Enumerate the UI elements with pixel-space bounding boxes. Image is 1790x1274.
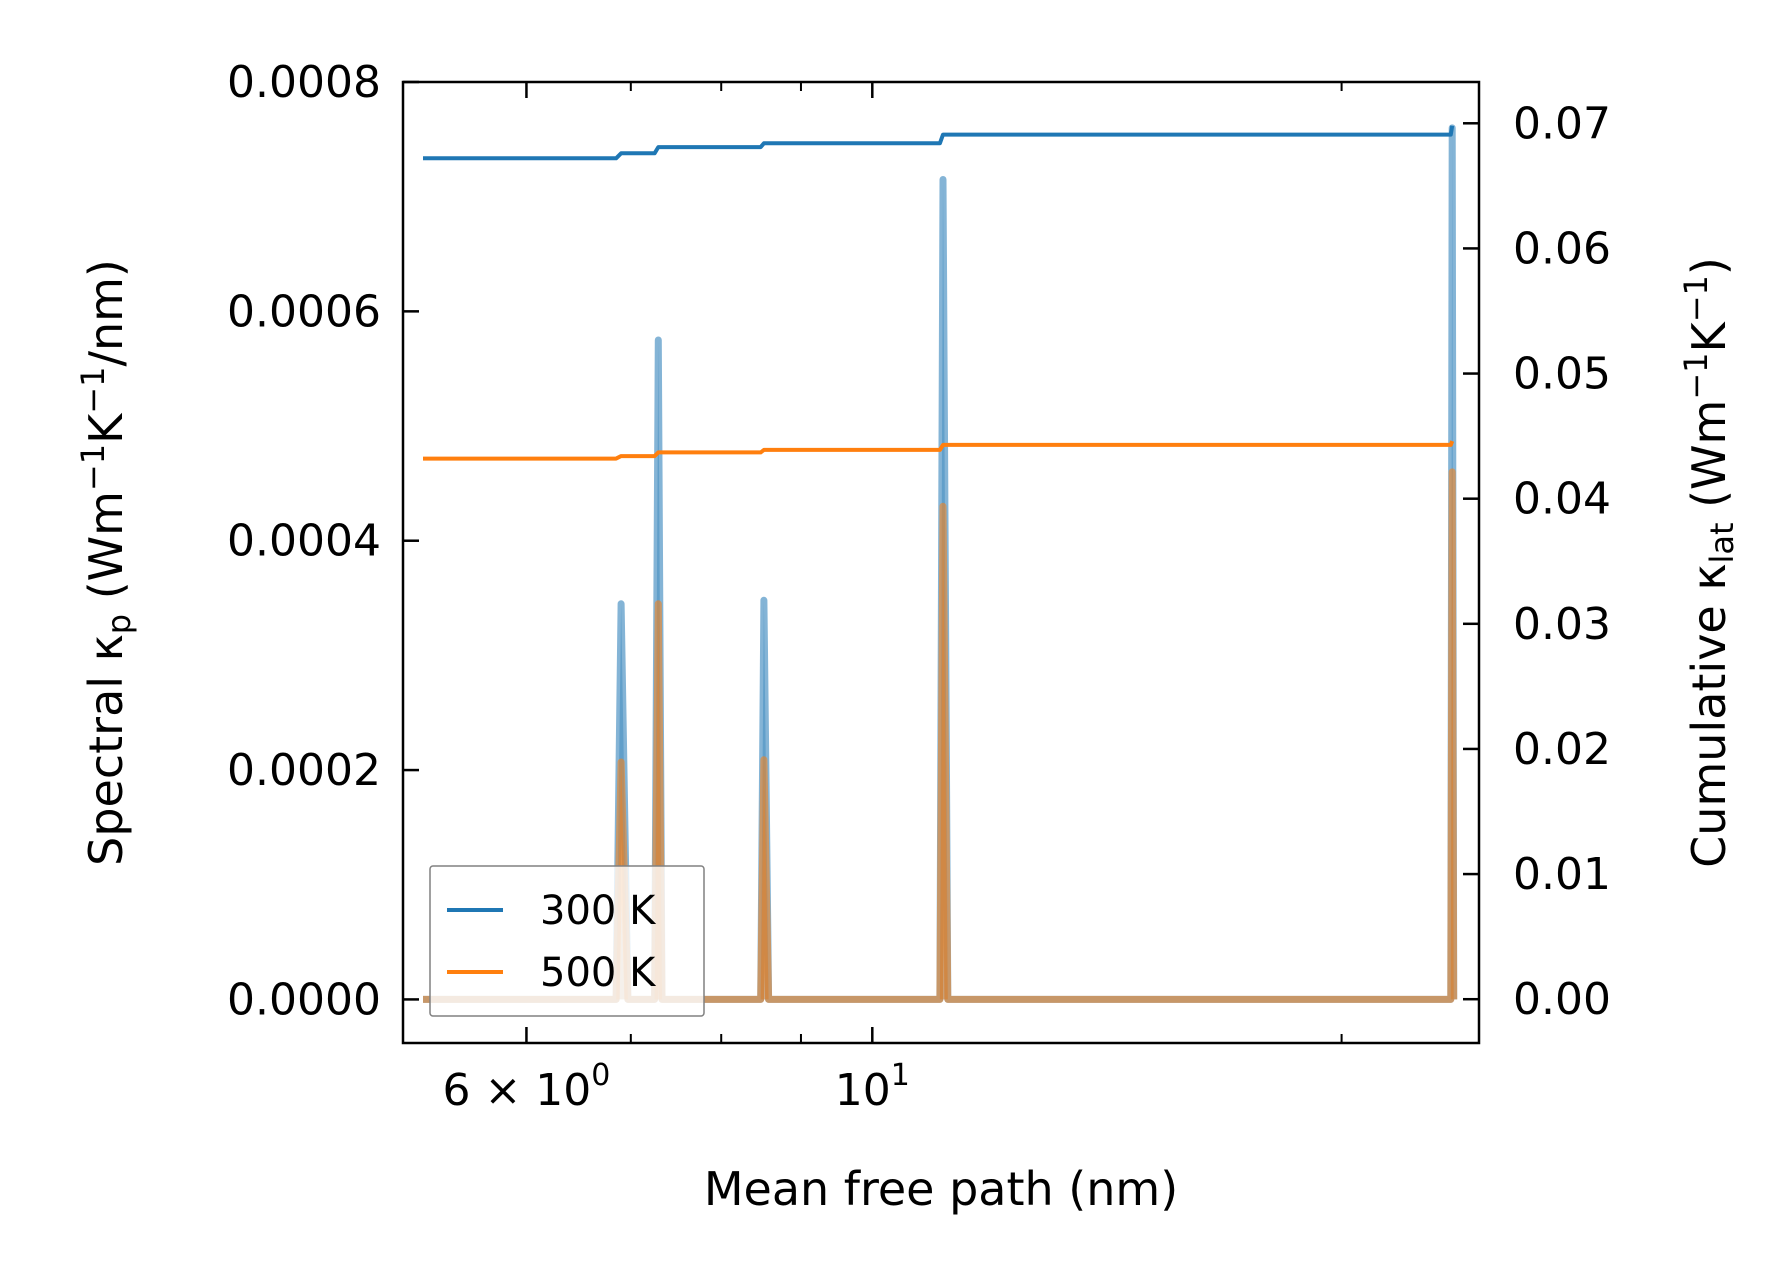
x-tick-label: 6 × 100 [442,1058,610,1116]
y-tick-label: 0.0000 [227,974,381,1025]
y2-tick-label: 0.01 [1513,849,1611,900]
y2-tick-label: 0.02 [1513,724,1611,775]
plot-area-frame [401,80,1481,1045]
ticks-layer: 0.0000 0.0002 0.0004 0.0006 0.0008 0.00 0.01 0.… [227,57,1611,1116]
cumulative-series-layer [423,125,1455,461]
cumulative-line-300-k [423,125,1455,161]
legend: 300 K 500 K [429,865,705,1017]
y2-axis-label: Cumulative κlat (Wm−1K−1) [1677,257,1741,868]
legend-label-500k: 500 K [540,950,657,996]
x-tick-label: 101 [835,1058,910,1116]
cumulative-line-500-k [423,440,1455,461]
y-tick-label: 0.0008 [227,57,381,108]
y2-tick-label: 0.06 [1513,223,1611,274]
legend-label-300k: 300 K [540,888,657,934]
y-tick-label: 0.0004 [227,516,381,567]
legend-box [429,865,705,1017]
y-tick-label: 0.0006 [227,286,381,337]
y-tick-label: 0.0002 [227,745,381,796]
y2-tick-label: 0.04 [1513,474,1611,525]
y2-tick-label: 0.03 [1513,599,1611,650]
x-axis-label: Mean free path (nm) [704,1162,1178,1216]
y2-tick-label: 0.07 [1513,98,1611,149]
y-axis-label: Spectral κp (Wm−1K−1/nm) [74,259,138,866]
y2-tick-label: 0.00 [1513,974,1611,1025]
y2-tick-label: 0.05 [1513,349,1611,400]
